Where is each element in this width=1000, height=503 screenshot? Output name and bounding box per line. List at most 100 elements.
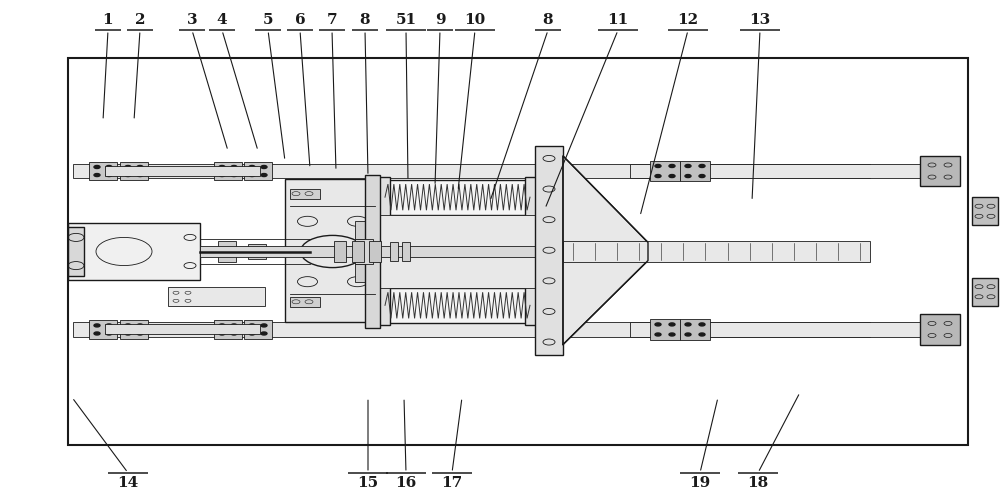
Circle shape [685, 323, 691, 326]
Bar [290, 297, 320, 307]
Bar [369, 241, 381, 262]
Bar [650, 161, 680, 181]
Circle shape [249, 324, 255, 327]
Bar [680, 319, 710, 340]
Circle shape [219, 332, 225, 335]
Circle shape [669, 164, 675, 167]
Bar [355, 239, 373, 264]
Circle shape [249, 174, 255, 177]
Circle shape [106, 324, 112, 327]
Circle shape [261, 324, 267, 327]
Circle shape [231, 165, 237, 169]
Text: 16: 16 [395, 476, 417, 490]
Bar [214, 162, 242, 180]
Circle shape [125, 324, 131, 327]
Circle shape [685, 175, 691, 178]
Circle shape [699, 323, 705, 326]
Text: 13: 13 [749, 13, 771, 27]
Text: 51: 51 [395, 13, 417, 27]
Bar [525, 177, 545, 325]
Bar [563, 241, 870, 262]
Bar [120, 162, 148, 180]
Bar [68, 222, 200, 281]
Circle shape [106, 332, 112, 335]
Text: 8: 8 [543, 13, 553, 27]
Bar [920, 156, 960, 186]
Circle shape [137, 174, 143, 177]
Bar [68, 226, 84, 277]
Bar [214, 320, 242, 339]
Text: 15: 15 [357, 476, 379, 490]
Bar [244, 320, 272, 339]
Bar [352, 241, 364, 262]
Bar [105, 324, 260, 334]
Circle shape [106, 165, 112, 169]
Circle shape [669, 323, 675, 326]
Bar [920, 314, 960, 345]
Circle shape [249, 165, 255, 169]
Circle shape [669, 175, 675, 178]
Circle shape [685, 333, 691, 336]
Circle shape [137, 324, 143, 327]
Bar [390, 242, 398, 261]
Bar [402, 242, 410, 261]
Bar [365, 175, 380, 328]
Circle shape [137, 332, 143, 335]
Text: 12: 12 [677, 13, 699, 27]
Polygon shape [563, 156, 648, 345]
Circle shape [231, 174, 237, 177]
Text: 19: 19 [689, 476, 711, 490]
Text: 2: 2 [135, 13, 145, 27]
Bar [380, 180, 535, 215]
Circle shape [231, 332, 237, 335]
Bar [680, 161, 710, 181]
Bar [200, 246, 700, 257]
Bar [630, 164, 960, 178]
Bar [650, 319, 680, 340]
Bar [535, 146, 563, 355]
Bar [68, 58, 968, 445]
Bar [972, 197, 998, 225]
Circle shape [655, 323, 661, 326]
Circle shape [219, 174, 225, 177]
Bar [105, 166, 260, 176]
Circle shape [125, 165, 131, 169]
Circle shape [699, 333, 705, 336]
Text: 6: 6 [295, 13, 305, 27]
Bar [73, 164, 870, 178]
Text: 8: 8 [360, 13, 370, 27]
Bar [290, 189, 320, 199]
Circle shape [655, 333, 661, 336]
Circle shape [699, 164, 705, 167]
Circle shape [261, 165, 267, 169]
Circle shape [261, 332, 267, 335]
Circle shape [106, 174, 112, 177]
Circle shape [655, 164, 661, 167]
Bar [73, 322, 870, 337]
Text: 7: 7 [327, 13, 337, 27]
Circle shape [219, 165, 225, 169]
Circle shape [94, 324, 100, 327]
Circle shape [125, 332, 131, 335]
Text: 10: 10 [464, 13, 486, 27]
Circle shape [94, 165, 100, 169]
Text: 18: 18 [747, 476, 769, 490]
Bar [218, 241, 236, 262]
Text: 11: 11 [607, 13, 629, 27]
Circle shape [669, 333, 675, 336]
Circle shape [685, 164, 691, 167]
Bar [248, 244, 266, 259]
Circle shape [125, 174, 131, 177]
Bar [120, 320, 148, 339]
Text: 3: 3 [187, 13, 197, 27]
Circle shape [699, 175, 705, 178]
Circle shape [94, 332, 100, 335]
Bar [630, 322, 960, 337]
Bar [285, 179, 380, 322]
Text: 14: 14 [117, 476, 139, 490]
Text: 1: 1 [103, 13, 113, 27]
Circle shape [261, 174, 267, 177]
Text: 4: 4 [217, 13, 227, 27]
Bar [89, 162, 117, 180]
Bar [89, 320, 117, 339]
